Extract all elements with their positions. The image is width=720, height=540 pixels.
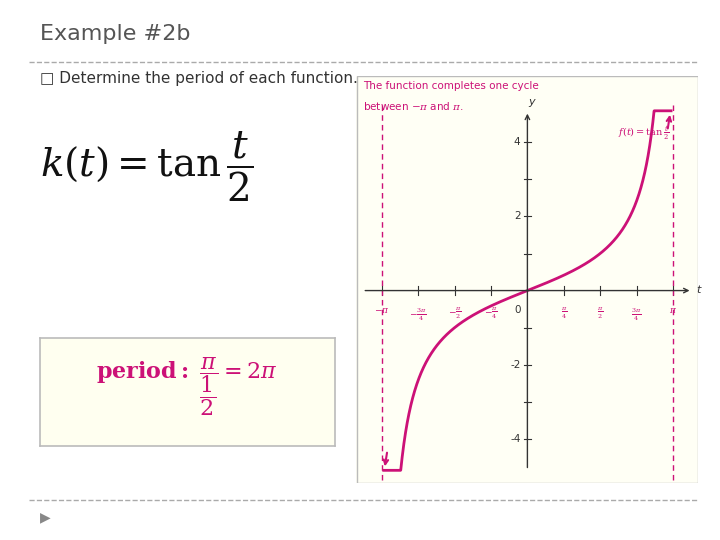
Text: $-\pi$: $-\pi$ <box>374 306 390 315</box>
Text: $\pi$: $\pi$ <box>669 306 677 315</box>
Text: $\frac{3\pi}{4}$: $\frac{3\pi}{4}$ <box>631 306 642 323</box>
Text: -2: -2 <box>510 360 521 370</box>
Text: 4: 4 <box>514 137 521 147</box>
Text: -4: -4 <box>510 434 521 444</box>
Text: $t$: $t$ <box>696 283 703 295</box>
Text: $-\frac{3\pi}{4}$: $-\frac{3\pi}{4}$ <box>410 306 427 323</box>
Text: □ Determine the period of each function.: □ Determine the period of each function. <box>40 71 357 86</box>
Text: $\mathbf{period{:}}\ \dfrac{\pi}{\dfrac{1}{2}} = 2\pi$: $\mathbf{period{:}}\ \dfrac{\pi}{\dfrac{… <box>96 355 278 417</box>
Text: ▶: ▶ <box>40 510 50 524</box>
Text: $-\frac{\pi}{2}$: $-\frac{\pi}{2}$ <box>448 306 462 321</box>
Text: $-\frac{\pi}{4}$: $-\frac{\pi}{4}$ <box>484 306 498 321</box>
Text: between $-\pi$ and $\pi$.: between $-\pi$ and $\pi$. <box>364 100 464 112</box>
Text: $\frac{\pi}{2}$: $\frac{\pi}{2}$ <box>597 306 603 321</box>
Text: $k(t) = \tan\dfrac{t}{2}$: $k(t) = \tan\dfrac{t}{2}$ <box>40 130 253 204</box>
Text: $\frac{\pi}{4}$: $\frac{\pi}{4}$ <box>561 306 567 321</box>
Text: The function completes one cycle: The function completes one cycle <box>364 81 539 91</box>
Text: 0: 0 <box>514 305 521 315</box>
Text: 2: 2 <box>514 212 521 221</box>
Text: $f(t)=\tan\frac{t}{2}$: $f(t)=\tan\frac{t}{2}$ <box>618 125 669 143</box>
Text: Example #2b: Example #2b <box>40 24 190 44</box>
Text: $y$: $y$ <box>528 97 536 109</box>
